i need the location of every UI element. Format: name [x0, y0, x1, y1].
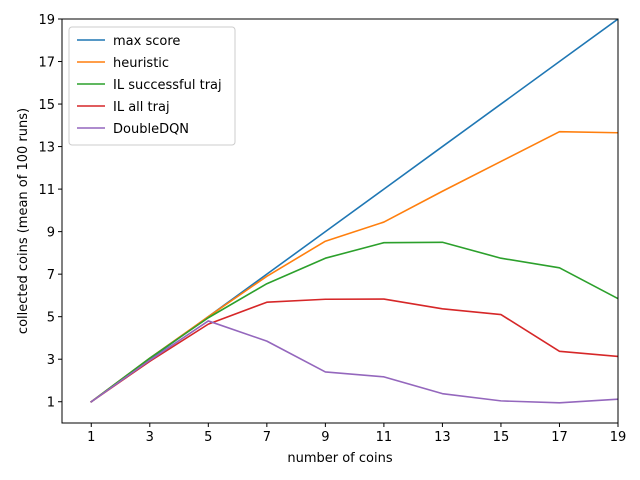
y-tick-label: 7 — [47, 268, 55, 283]
y-axis-label: collected coins (mean of 100 runs) — [16, 108, 31, 334]
x-axis-ticks: 1 3 5 7 9 11 13 15 17 19 — [87, 423, 626, 445]
series-line-il-all-traj — [90, 298, 618, 403]
legend-label: max score — [113, 34, 180, 49]
legend-item-max-score: max score — [77, 34, 180, 49]
x-tick-label: 15 — [493, 430, 510, 445]
y-tick-label: 9 — [47, 226, 55, 241]
x-tick-label: 7 — [263, 430, 271, 445]
y-tick-label: 13 — [38, 141, 55, 156]
y-tick-label: 15 — [38, 98, 55, 113]
legend-item-doubledqn: DoubleDQN — [77, 122, 189, 137]
y-tick-label: 3 — [47, 353, 55, 368]
x-tick-label: 17 — [551, 430, 568, 445]
x-tick-label: 3 — [146, 430, 154, 445]
axes-frame — [61, 18, 619, 424]
y-tick-label: 5 — [47, 311, 55, 326]
legend-label: IL successful traj — [113, 78, 222, 93]
y-tick-label: 11 — [38, 183, 55, 198]
legend-item-il-all-traj: IL all traj — [77, 100, 170, 115]
y-tick-label: 1 — [47, 396, 55, 411]
legend: max score heuristic IL successful traj IL a… — [68, 26, 236, 146]
legend-item-heuristic: heuristic — [77, 56, 169, 71]
legend-label: heuristic — [113, 56, 169, 71]
legend-label: IL all traj — [113, 100, 170, 115]
x-tick-label: 13 — [434, 430, 451, 445]
legend-box — [68, 26, 236, 146]
x-axis-label: number of coins — [287, 451, 392, 466]
y-tick-label: 17 — [38, 56, 55, 71]
x-tick-label: 5 — [204, 430, 212, 445]
series-layer — [90, 19, 618, 404]
x-tick-label: 9 — [321, 430, 329, 445]
series-line-il-successful-traj — [90, 241, 618, 403]
x-tick-label: 1 — [87, 430, 95, 445]
legend-label: DoubleDQN — [113, 122, 189, 137]
legend-item-il-successful-traj: IL successful traj — [77, 78, 222, 93]
x-tick-label: 19 — [610, 430, 627, 445]
series-line-heuristic — [90, 130, 618, 403]
series-line-doubledqn — [90, 320, 618, 404]
y-tick-label: 19 — [38, 13, 55, 28]
x-tick-label: 11 — [376, 430, 393, 445]
